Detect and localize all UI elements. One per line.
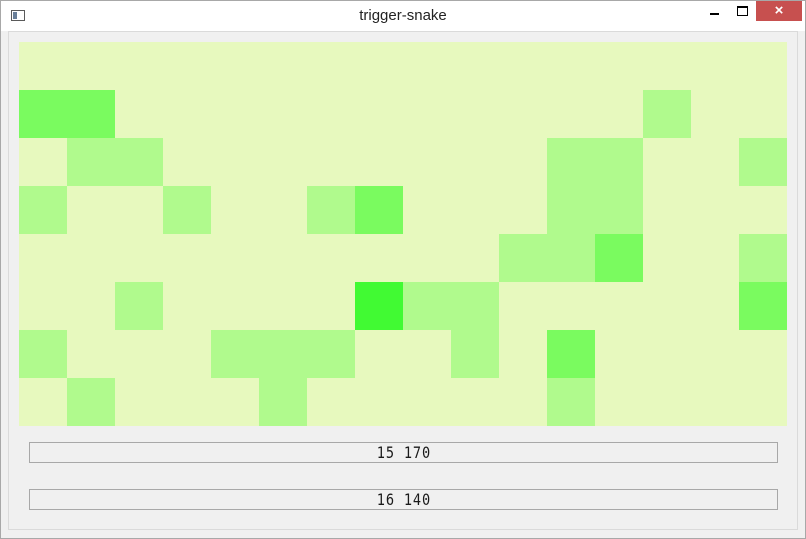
window-title: trigger-snake bbox=[359, 7, 447, 24]
counter-display-1: 15 170 bbox=[29, 442, 778, 463]
title-bar[interactable]: trigger-snake × bbox=[1, 1, 805, 31]
board-cell bbox=[355, 186, 403, 234]
board-cell bbox=[739, 138, 787, 186]
board-cell bbox=[307, 186, 355, 234]
board-cell bbox=[595, 186, 643, 234]
board-cell bbox=[547, 138, 595, 186]
board-cell bbox=[547, 234, 595, 282]
board-cell bbox=[403, 282, 451, 330]
board-cell bbox=[451, 282, 499, 330]
board-cell bbox=[259, 378, 307, 426]
board-cell bbox=[115, 282, 163, 330]
board-cell bbox=[643, 90, 691, 138]
board-cell bbox=[739, 234, 787, 282]
close-button[interactable]: × bbox=[756, 1, 802, 21]
board-cell bbox=[19, 186, 67, 234]
board-cell bbox=[163, 186, 211, 234]
maximize-icon bbox=[736, 6, 748, 16]
game-board[interactable] bbox=[19, 42, 787, 426]
board-cell bbox=[595, 234, 643, 282]
board-cell bbox=[259, 330, 307, 378]
close-icon: × bbox=[774, 2, 784, 19]
app-window-icon[interactable] bbox=[11, 10, 25, 21]
counter-value-2: 16 140 bbox=[376, 490, 431, 509]
board-cell bbox=[547, 378, 595, 426]
board-cell bbox=[739, 282, 787, 330]
board-cell bbox=[19, 330, 67, 378]
board-cell bbox=[67, 90, 115, 138]
board-cell bbox=[211, 330, 259, 378]
board-cell bbox=[67, 378, 115, 426]
board-cell bbox=[67, 138, 115, 186]
board-cell bbox=[451, 330, 499, 378]
counter-display-2: 16 140 bbox=[29, 489, 778, 510]
board-cell bbox=[19, 90, 67, 138]
minimize-icon bbox=[709, 12, 719, 15]
board-cell bbox=[547, 186, 595, 234]
board-cell bbox=[115, 138, 163, 186]
board-cell bbox=[307, 330, 355, 378]
board-cell bbox=[547, 330, 595, 378]
board-cell bbox=[499, 234, 547, 282]
maximize-button[interactable] bbox=[729, 1, 755, 21]
counter-value-1: 15 170 bbox=[376, 443, 431, 462]
board-cell bbox=[355, 282, 403, 330]
minimize-button[interactable] bbox=[699, 1, 729, 21]
board-cell bbox=[595, 138, 643, 186]
